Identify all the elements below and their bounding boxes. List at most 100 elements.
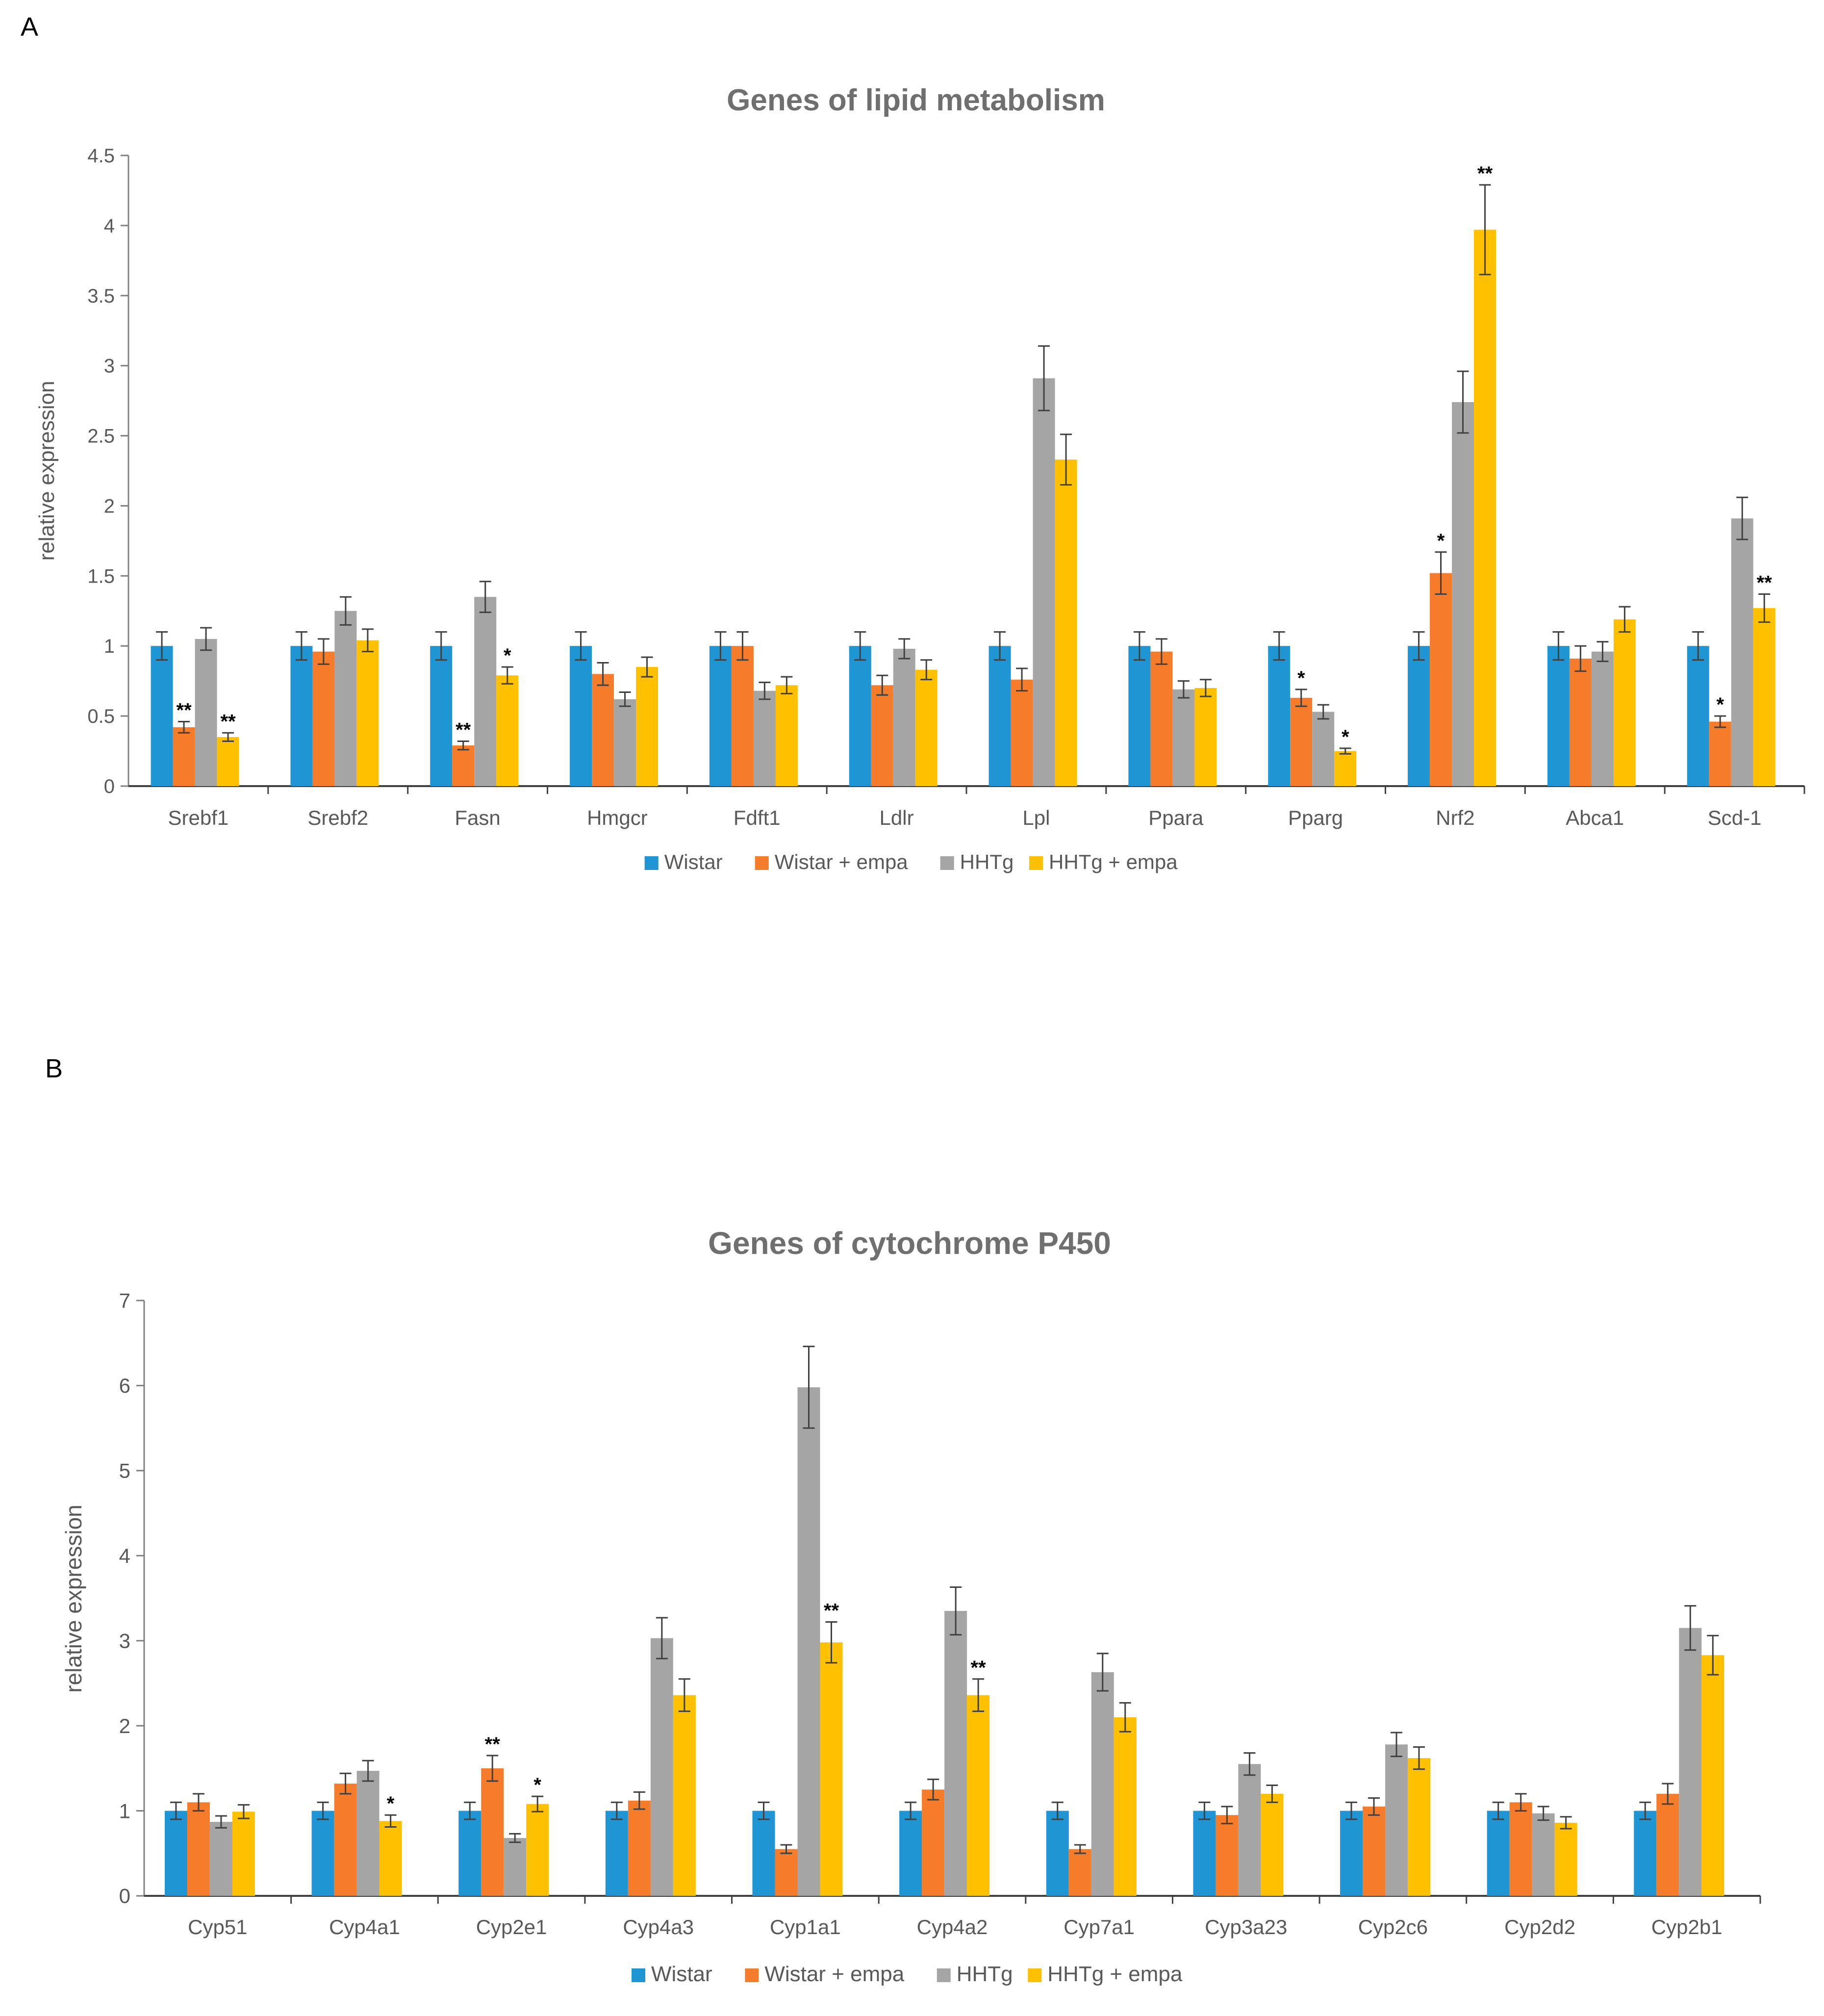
category-label: Hmgcr (587, 806, 648, 829)
legend-swatch (632, 1968, 646, 1982)
legend-swatch (1028, 1968, 1042, 1982)
bar (1334, 751, 1357, 786)
bar (1634, 1811, 1657, 1896)
bar (164, 1811, 187, 1896)
significance-marker: ** (456, 719, 471, 741)
bar (731, 646, 754, 786)
bar (1261, 1793, 1284, 1896)
legend-swatch (1029, 856, 1043, 870)
bar (871, 685, 893, 786)
bar (775, 1849, 798, 1896)
bar (1408, 646, 1430, 786)
category-label: Pparg (1288, 806, 1343, 829)
bar (1408, 1758, 1431, 1896)
panel-label-b: B (45, 1054, 63, 1083)
bar (605, 1811, 628, 1896)
legend-label: HHTg + empa (1047, 1962, 1183, 1986)
significance-marker: * (533, 1774, 541, 1796)
bar (673, 1695, 696, 1896)
bar (752, 1811, 775, 1896)
chart-title: Genes of cytochrome P450 (708, 1225, 1111, 1261)
bar (636, 667, 659, 786)
category-label: Ldlr (880, 806, 914, 829)
bar (849, 646, 871, 786)
y-tick-label: 4 (119, 1544, 130, 1567)
y-tick-label: 1 (104, 636, 115, 657)
bar (209, 1822, 232, 1896)
category-label: Abca1 (1566, 806, 1624, 829)
bar (1613, 619, 1636, 786)
category-label: Fasn (455, 806, 500, 829)
significance-marker: ** (971, 1657, 987, 1679)
category-label: Ppara (1148, 806, 1204, 829)
bar (232, 1812, 255, 1896)
significance-marker: * (1437, 530, 1445, 552)
legend-swatch (937, 1968, 951, 1982)
category-label: Cyp2e1 (476, 1915, 547, 1939)
significance-marker: ** (1477, 163, 1493, 184)
category-label: Cyp4a1 (329, 1915, 400, 1939)
bar (1430, 573, 1452, 786)
bar (1312, 712, 1335, 786)
y-tick-label: 4 (104, 215, 115, 237)
bar (1268, 646, 1291, 786)
bar (1290, 697, 1313, 786)
y-tick-label: 3 (119, 1629, 130, 1652)
category-label: Cyp1a1 (770, 1915, 841, 1939)
bar (526, 1804, 549, 1896)
significance-marker: * (1342, 726, 1349, 748)
category-label: Cyp51 (188, 1915, 247, 1939)
bar (614, 699, 636, 786)
bar (151, 646, 173, 786)
legend-swatch (940, 856, 954, 870)
bar (1011, 679, 1033, 786)
bar (1363, 1806, 1386, 1896)
bar (474, 597, 497, 786)
bar (334, 611, 357, 786)
significance-marker: * (504, 645, 511, 666)
legend-swatch (755, 856, 769, 870)
bar (290, 646, 313, 786)
category-label: Cyp4a2 (917, 1915, 988, 1939)
panel-label-a: A (21, 12, 39, 42)
legend: Wistar Wistar + empa HHTg HHTg + empa (644, 850, 1178, 873)
bar (356, 1771, 380, 1896)
legend-label: Wistar (651, 1962, 712, 1986)
legend: Wistar Wistar + empa HHTg HHTg + empa (632, 1962, 1183, 1986)
bar (1055, 459, 1077, 786)
bar (1194, 688, 1217, 786)
category-label: Cyp2c6 (1358, 1915, 1428, 1939)
y-tick-label: 4.5 (87, 145, 115, 167)
bar (988, 646, 1011, 786)
significance-marker: ** (177, 700, 192, 721)
bar (922, 1789, 945, 1896)
legend-swatch (644, 856, 659, 870)
bar (1340, 1811, 1363, 1896)
legend-label: HHTg + empa (1049, 850, 1178, 873)
bar (944, 1611, 967, 1896)
significance-marker: ** (1757, 572, 1773, 593)
bar (775, 685, 798, 786)
y-tick-label: 3 (104, 356, 115, 377)
bar (458, 1811, 481, 1896)
bar (1128, 646, 1151, 786)
bar (1709, 721, 1731, 786)
bar (1091, 1672, 1114, 1896)
bar (1509, 1802, 1532, 1896)
y-tick-label: 1 (119, 1799, 130, 1822)
bar (1238, 1764, 1261, 1896)
bar (1068, 1849, 1091, 1896)
y-tick-label: 2 (119, 1714, 130, 1737)
bar (430, 646, 453, 786)
category-label: Cyp2d2 (1504, 1915, 1575, 1939)
bar (1474, 230, 1496, 787)
bar (356, 640, 379, 786)
legend-label: HHTg (960, 850, 1014, 873)
bar (312, 651, 335, 786)
chart-title: Genes of lipid metabolism (727, 83, 1105, 117)
category-label: Srebf2 (307, 806, 368, 829)
significance-marker: * (1297, 667, 1305, 689)
bar (967, 1695, 990, 1896)
y-tick-label: 0.5 (87, 706, 115, 727)
